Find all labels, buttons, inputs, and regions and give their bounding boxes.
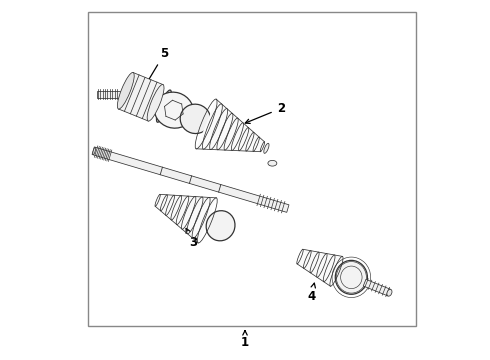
- Ellipse shape: [147, 85, 164, 121]
- Polygon shape: [363, 279, 391, 296]
- Polygon shape: [119, 72, 163, 121]
- Polygon shape: [297, 249, 343, 286]
- Ellipse shape: [93, 147, 96, 155]
- Text: 3: 3: [186, 228, 197, 249]
- Ellipse shape: [387, 289, 392, 296]
- Bar: [88, 12, 416, 327]
- Polygon shape: [196, 99, 265, 152]
- Polygon shape: [155, 194, 217, 243]
- Text: 5: 5: [146, 47, 169, 85]
- Ellipse shape: [268, 161, 277, 166]
- Ellipse shape: [156, 90, 172, 122]
- Ellipse shape: [206, 211, 235, 241]
- Ellipse shape: [118, 72, 134, 109]
- Ellipse shape: [180, 104, 211, 134]
- Ellipse shape: [264, 143, 269, 153]
- Text: 1: 1: [241, 336, 249, 349]
- Polygon shape: [92, 147, 289, 212]
- Ellipse shape: [154, 92, 194, 128]
- Ellipse shape: [335, 260, 368, 294]
- Text: 4: 4: [307, 283, 316, 303]
- Polygon shape: [97, 91, 122, 98]
- Text: 2: 2: [245, 102, 285, 123]
